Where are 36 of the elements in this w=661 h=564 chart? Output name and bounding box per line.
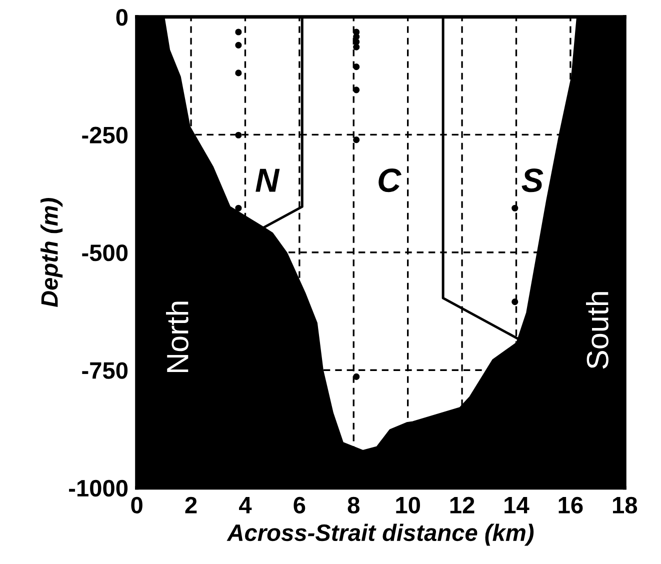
x-tick-label: 2 [185, 496, 197, 514]
y-tick-label: -250 [82, 126, 128, 144]
point [512, 204, 518, 212]
annotation: C [378, 168, 402, 192]
point [353, 373, 360, 380]
x-axis-title: Across-Strait distance (km) [226, 524, 534, 546]
annotation: S [522, 168, 544, 192]
point [353, 136, 360, 144]
point [353, 44, 360, 50]
point [235, 70, 242, 76]
y-tick-label: -750 [82, 362, 128, 379]
annotation: N [256, 168, 280, 192]
point [512, 298, 518, 306]
point [353, 38, 360, 46]
y-tick-label: -1000 [69, 480, 128, 497]
x-tick-label: 10 [396, 496, 420, 514]
annotation: South [586, 292, 608, 369]
x-tick-label: 8 [348, 496, 360, 514]
x-tick-label: 14 [504, 497, 530, 514]
x-tick-label: 12 [450, 496, 474, 514]
y-tick-label: 0 [116, 8, 128, 26]
x-tick-label: 18 [613, 496, 638, 514]
x-tick-label: 4 [239, 497, 252, 514]
point [353, 64, 360, 70]
y-axis-title: Depth (m) [40, 198, 63, 308]
x-tick-label: 0 [131, 496, 142, 514]
x-tick-label: 6 [294, 496, 306, 514]
point [235, 132, 242, 138]
point [353, 33, 360, 40]
point [353, 86, 360, 94]
point [235, 204, 242, 212]
y-tick-label: -500 [82, 244, 128, 262]
x-tick-label: 16 [558, 496, 583, 514]
point [235, 42, 242, 48]
annotation: North [166, 302, 188, 372]
point [235, 28, 242, 36]
